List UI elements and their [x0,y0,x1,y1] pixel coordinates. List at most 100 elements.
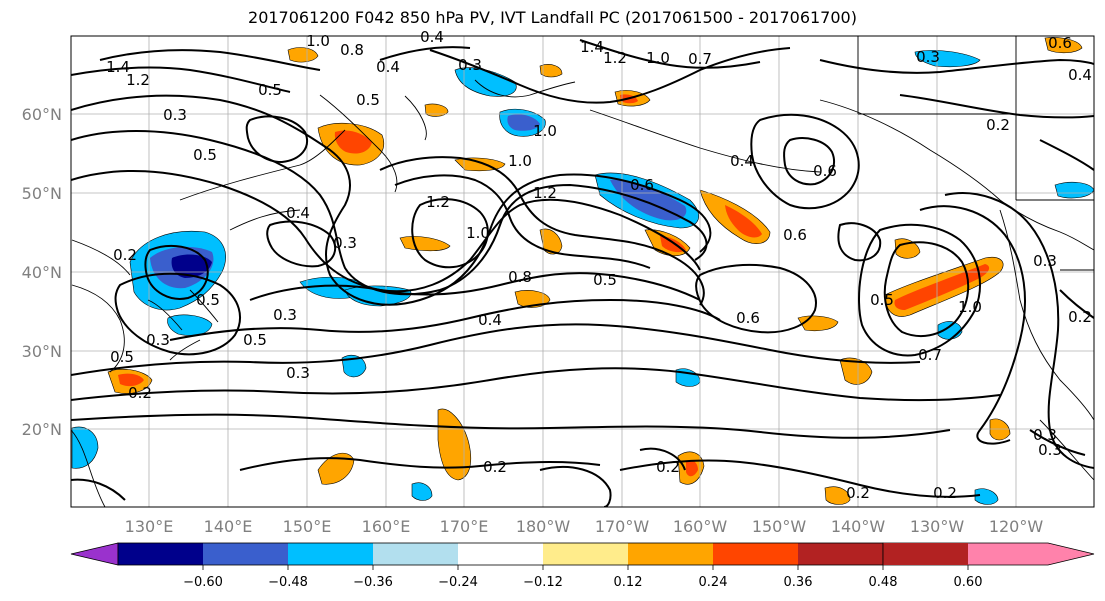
contour-label: 0.5 [196,291,220,309]
contour-line [379,46,471,61]
contour-label: 0.2 [1068,308,1092,326]
contour-label: 0.2 [986,116,1010,134]
lon-label-180w: 180°W [516,517,571,536]
colorbar-tick-label: 0.48 [869,575,898,590]
lon-label-140e: 140°E [204,517,253,536]
contour-line [239,457,601,471]
shade-negative-small-4 [974,488,999,505]
contour-label: 0.4 [730,152,754,170]
contour-label: 0.8 [508,268,532,286]
contour-line [695,263,817,334]
contour-line [71,94,712,306]
contour-label: 1.4 [106,58,130,76]
shade-positive-tropic-5 [824,486,851,505]
contour-line [858,223,981,357]
contour-label: 0.3 [1033,426,1057,444]
shade-positive-west-coast-core [894,264,990,310]
shade-positive-west-pac-s-core [118,373,144,387]
contour-label: 0.3 [273,306,297,324]
contour-line [837,222,882,262]
shade-negative-alaska [914,50,981,68]
contour-line [71,169,701,293]
contour-line [639,447,686,471]
contour-label: 0.6 [1048,34,1072,52]
lat-label-60n: 60°N [22,105,62,124]
colorbar-tick-labels: −0.60 −0.48 −0.36 −0.24 −0.12 0.12 0.24 … [183,575,982,590]
contour-label: 0.7 [918,346,942,364]
colorbar-bin [203,543,288,565]
latitude-labels: 60°N 50°N 40°N 30°N 20°N [22,105,62,439]
contour-line [249,272,701,301]
shade-positive-tropic-4 [989,418,1011,441]
contour-line [99,49,321,71]
contour-line [539,466,612,507]
contour-line [114,272,241,356]
contour-label: 1.0 [508,152,532,170]
contour-line [71,367,1001,402]
contour-label: 0.8 [340,41,364,59]
contour-label: 1.0 [306,32,330,50]
contour-line [394,174,651,269]
contour-label: 0.2 [846,484,870,502]
colorbar-tick-label: 0.60 [954,575,983,590]
contour-label: 0.5 [110,348,134,366]
contour-label: 0.2 [656,458,680,476]
colorbar-bin [798,543,883,565]
colorbar-tick-label: −0.36 [353,575,393,590]
contour-line [919,205,1026,445]
shade-positive-north-3 [424,103,449,117]
shade-positive-mid-4 [539,228,563,255]
contour-line [429,47,791,104]
shade-negative-west-pac-s [71,426,99,469]
contour-label: 0.6 [813,162,837,180]
colorbar-ticks [202,565,969,570]
contour-label: 1.2 [426,193,450,211]
shade-positive-kamchatka-core [334,130,372,154]
lat-label-30n: 30°N [22,342,62,361]
shade-positive-tropic-3-core [686,460,698,477]
contour-label: 0.3 [458,56,482,74]
lon-label-130w: 130°W [910,517,965,536]
contour-label: 0.3 [286,364,310,382]
lat-label-40n: 40°N [22,263,62,282]
contour-line [71,413,951,439]
shade-negative-small-1 [341,355,367,378]
contour-label: 0.3 [333,234,357,252]
contour-label: 0.5 [193,146,217,164]
colorbar-tick-label: −0.12 [523,575,563,590]
contour-label: 0.2 [933,484,957,502]
shade-positive-northeast [1044,37,1083,54]
lat-label-20n: 20°N [22,420,62,439]
colorbar-tick-label: 0.24 [699,575,728,590]
contour-line [169,298,721,341]
contour-label: 1.2 [126,71,150,89]
contour-label: 1.2 [533,184,557,202]
contour-label: 0.2 [113,246,137,264]
map-title: 2017061200 F042 850 hPa PV, IVT Landfall… [248,8,857,27]
lon-label-160e: 160°E [362,517,411,536]
contour-label: 0.5 [243,331,267,349]
contour-line [899,94,1094,119]
contour-line [579,39,761,69]
colorbar-bin [373,543,458,565]
lat-label-50n: 50°N [22,184,62,203]
longitude-labels: 130°E 140°E 150°E 160°E 170°E 180°W 170°… [125,517,1044,536]
contour-labels: 1.0 0.8 0.4 0.5 1.4 1.2 0.3 0.4 1.4 1.2 … [106,28,1092,502]
contour-label: 0.2 [483,458,507,476]
lon-label-140w: 140°W [831,517,886,536]
colorbar-tick-label: −0.24 [438,575,478,590]
contour-label: 0.6 [783,226,807,244]
contour-label: 1.4 [580,38,604,56]
contour-label: 1.2 [603,49,627,67]
colorbar-outline [117,542,884,566]
colorbar-tick-label: −0.60 [183,575,223,590]
contour-label: 0.4 [420,28,444,46]
contour-label: 0.6 [736,309,760,327]
colorbar-bin [288,543,373,565]
shade-negative-small-2 [411,482,433,501]
contour-label: 0.5 [356,91,380,109]
contour-label: 1.0 [958,298,982,316]
contour-label: 0.4 [478,311,502,329]
lon-label-120w: 120°W [989,517,1044,536]
contour-label: 0.3 [916,48,940,66]
